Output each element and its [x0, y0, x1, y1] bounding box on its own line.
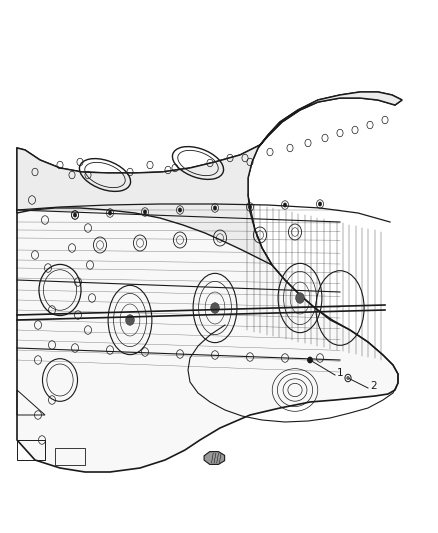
Circle shape — [318, 202, 322, 206]
Text: 2: 2 — [370, 382, 377, 391]
Circle shape — [213, 206, 217, 210]
Circle shape — [178, 208, 182, 212]
Circle shape — [296, 293, 304, 303]
Circle shape — [73, 213, 77, 217]
Polygon shape — [204, 451, 225, 464]
Polygon shape — [17, 92, 402, 472]
Circle shape — [308, 357, 312, 362]
Circle shape — [143, 210, 147, 214]
Polygon shape — [17, 92, 402, 265]
Circle shape — [347, 376, 350, 379]
Circle shape — [211, 303, 219, 313]
Text: 1: 1 — [337, 368, 344, 378]
Circle shape — [108, 211, 112, 215]
Circle shape — [248, 205, 252, 209]
Circle shape — [126, 314, 134, 325]
Circle shape — [283, 203, 287, 207]
